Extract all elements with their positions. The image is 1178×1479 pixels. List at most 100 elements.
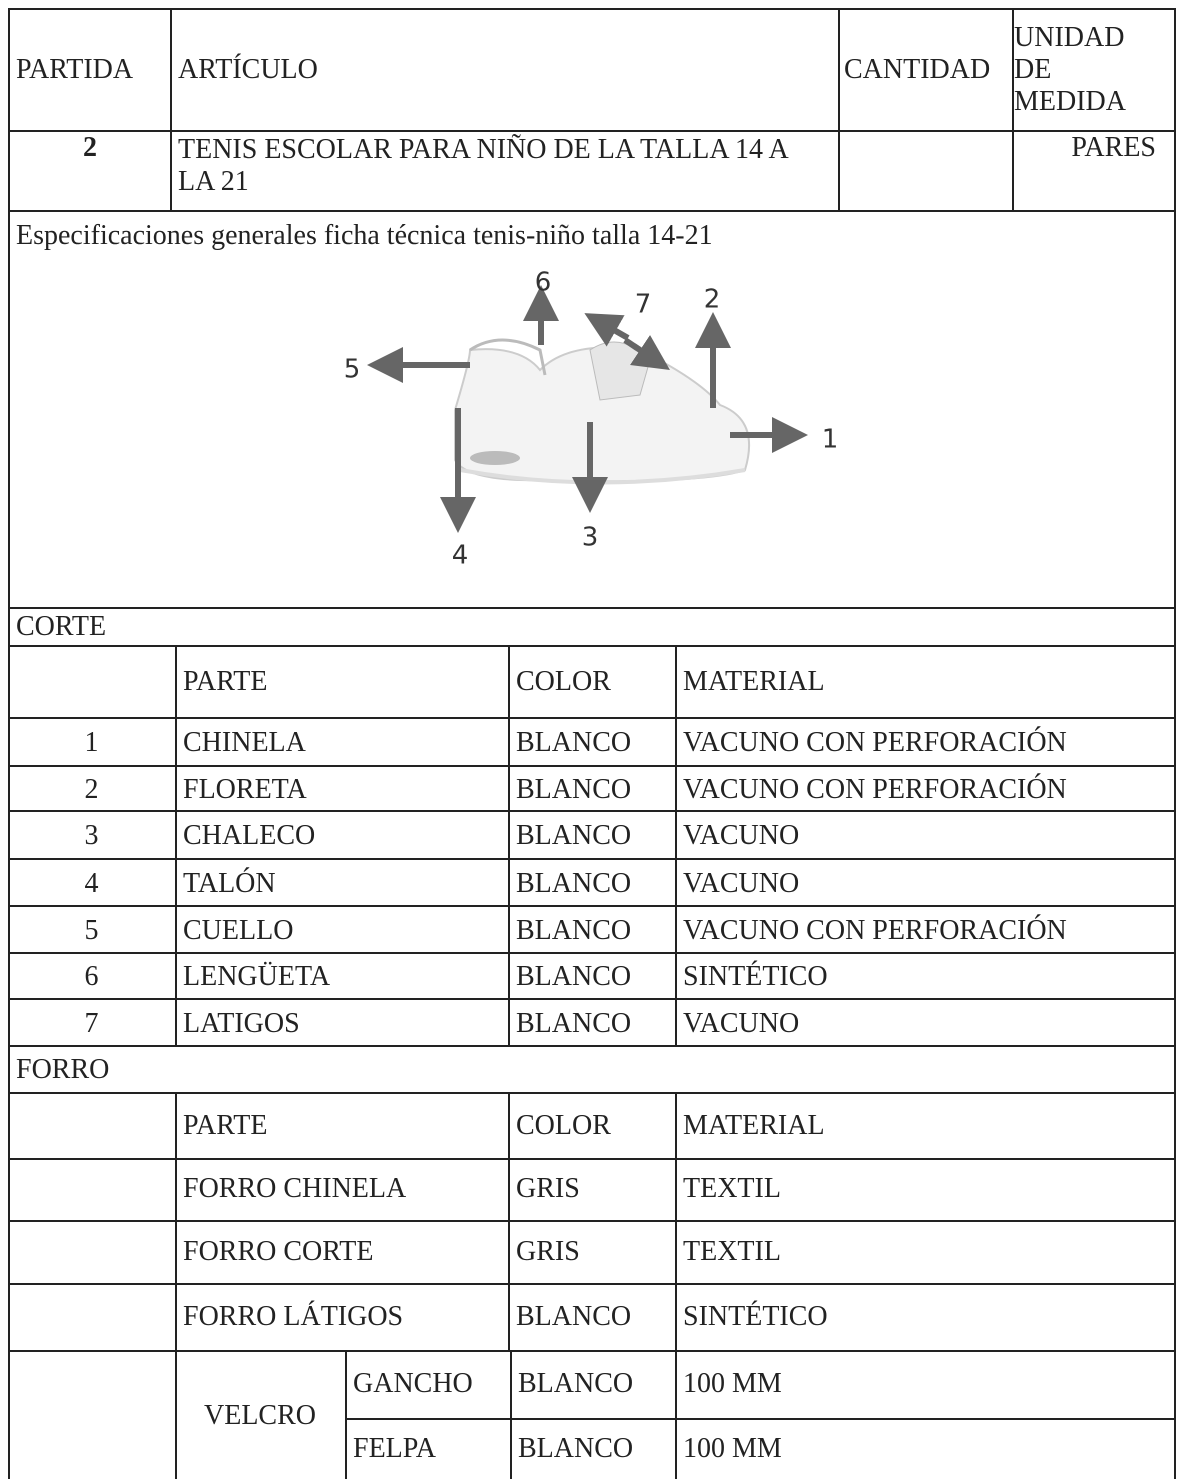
header-cell: PARTIDA bbox=[16, 54, 134, 85]
table-cell: FLORETA bbox=[183, 773, 307, 805]
part-number: 4 bbox=[452, 541, 469, 571]
column-header: MATERIAL bbox=[683, 666, 825, 697]
part-number: 5 bbox=[344, 355, 361, 385]
column-header: PARTE bbox=[183, 1110, 268, 1141]
row-number: 3 bbox=[84, 820, 99, 851]
table-cell: BLANCO bbox=[516, 773, 632, 805]
rule bbox=[675, 645, 677, 1045]
rule bbox=[345, 1418, 1176, 1420]
table-cell: BLANCO bbox=[516, 1007, 632, 1039]
shoe bbox=[454, 338, 751, 485]
rule bbox=[175, 1092, 177, 1479]
table-cell: BLANCO bbox=[518, 1368, 634, 1399]
table-cell: TEXTIL bbox=[683, 1173, 781, 1204]
rule bbox=[1012, 8, 1014, 210]
table-cell: VACUNO CON PERFORACIÓN bbox=[683, 727, 1067, 758]
table-cell: VACUNO CON PERFORACIÓN bbox=[683, 914, 1067, 946]
rule bbox=[8, 765, 1176, 767]
table-cell: SINTÉTICO bbox=[683, 961, 828, 992]
rule bbox=[838, 8, 840, 210]
item-cell: TENIS ESCOLAR PARA NIÑO DE LA TALLA 14 A… bbox=[178, 134, 788, 197]
rule bbox=[510, 1350, 512, 1479]
table-cell: VACUNO CON PERFORACIÓN bbox=[683, 773, 1067, 805]
rule bbox=[8, 8, 10, 1479]
part-number: 7 bbox=[635, 290, 652, 320]
header-cell: CANTIDAD bbox=[844, 54, 991, 85]
rule bbox=[8, 1220, 1176, 1222]
rule bbox=[8, 1158, 1176, 1160]
rule bbox=[8, 1283, 1176, 1285]
table-cell: BLANCO bbox=[518, 1432, 634, 1464]
item-cell: PARES bbox=[1071, 132, 1156, 163]
rule bbox=[8, 717, 1176, 719]
table-cell: TEXTIL bbox=[683, 1235, 781, 1267]
table-cell: 100 MM bbox=[683, 1432, 782, 1464]
section-title: CORTE bbox=[16, 611, 107, 642]
velcro-label: VELCRO bbox=[204, 1399, 316, 1431]
table-cell: FORRO LÁTIGOS bbox=[183, 1300, 404, 1332]
row-number: 7 bbox=[84, 1007, 99, 1039]
table-cell: GANCHO bbox=[353, 1368, 473, 1399]
rule bbox=[8, 1350, 1176, 1352]
table-cell: BLANCO bbox=[516, 961, 632, 992]
rule bbox=[8, 858, 1176, 860]
table-cell: CHINELA bbox=[183, 727, 306, 758]
rule bbox=[8, 810, 1176, 812]
table-cell: VACUNO bbox=[683, 1007, 800, 1039]
rule bbox=[8, 952, 1176, 954]
rule bbox=[175, 645, 177, 1045]
table-cell: VACUNO bbox=[683, 820, 800, 851]
rule bbox=[8, 8, 1176, 10]
header-cell: ARTÍCULO bbox=[178, 54, 318, 85]
part-number: 3 bbox=[582, 523, 599, 553]
rule bbox=[345, 1350, 347, 1479]
column-header: PARTE bbox=[183, 666, 268, 697]
section-title: FORRO bbox=[16, 1053, 110, 1085]
rule bbox=[170, 8, 172, 210]
table-cell: FORRO CHINELA bbox=[183, 1173, 407, 1204]
column-header: COLOR bbox=[516, 1110, 611, 1141]
table-cell: GRIS bbox=[516, 1173, 580, 1204]
table-cell: BLANCO bbox=[516, 1300, 632, 1332]
rule bbox=[8, 905, 1176, 907]
row-number: 4 bbox=[84, 867, 99, 899]
rule bbox=[8, 998, 1176, 1000]
item-cell: 2 bbox=[83, 132, 97, 163]
rule bbox=[675, 1092, 677, 1479]
table-cell: 100 MM bbox=[683, 1368, 782, 1399]
table-cell: TALÓN bbox=[183, 867, 276, 899]
row-number: 6 bbox=[84, 961, 99, 992]
specs-title: Especificaciones generales ficha técnica… bbox=[16, 220, 713, 251]
rule bbox=[8, 1045, 1176, 1047]
rule bbox=[508, 1092, 510, 1350]
arrows bbox=[367, 285, 808, 533]
table-cell: BLANCO bbox=[516, 820, 632, 851]
table-cell: GRIS bbox=[516, 1235, 580, 1267]
rule bbox=[508, 645, 510, 1045]
rule bbox=[8, 210, 1176, 212]
column-header: MATERIAL bbox=[683, 1110, 825, 1141]
part-number: 6 bbox=[535, 268, 552, 298]
column-header: COLOR bbox=[516, 666, 611, 697]
table-cell: BLANCO bbox=[516, 867, 632, 899]
rule bbox=[8, 645, 1176, 647]
table-cell: LENGÜETA bbox=[183, 961, 331, 992]
rule bbox=[8, 1092, 1176, 1094]
header-cell: UNIDAD DE MEDIDA bbox=[1014, 22, 1126, 117]
rule bbox=[1174, 8, 1176, 1479]
row-number: 5 bbox=[84, 914, 99, 946]
row-number: 2 bbox=[84, 773, 99, 805]
table-cell: FELPA bbox=[353, 1432, 437, 1464]
table-cell: BLANCO bbox=[516, 914, 632, 946]
table-cell: CUELLO bbox=[183, 914, 294, 946]
part-number: 2 bbox=[704, 285, 721, 315]
table-cell: BLANCO bbox=[516, 727, 632, 758]
rule bbox=[8, 130, 1176, 132]
rule bbox=[8, 607, 1176, 609]
table-cell: CHALECO bbox=[183, 820, 316, 851]
part-number: 1 bbox=[822, 425, 839, 455]
table-cell: SINTÉTICO bbox=[683, 1300, 828, 1332]
row-number: 1 bbox=[84, 727, 99, 758]
